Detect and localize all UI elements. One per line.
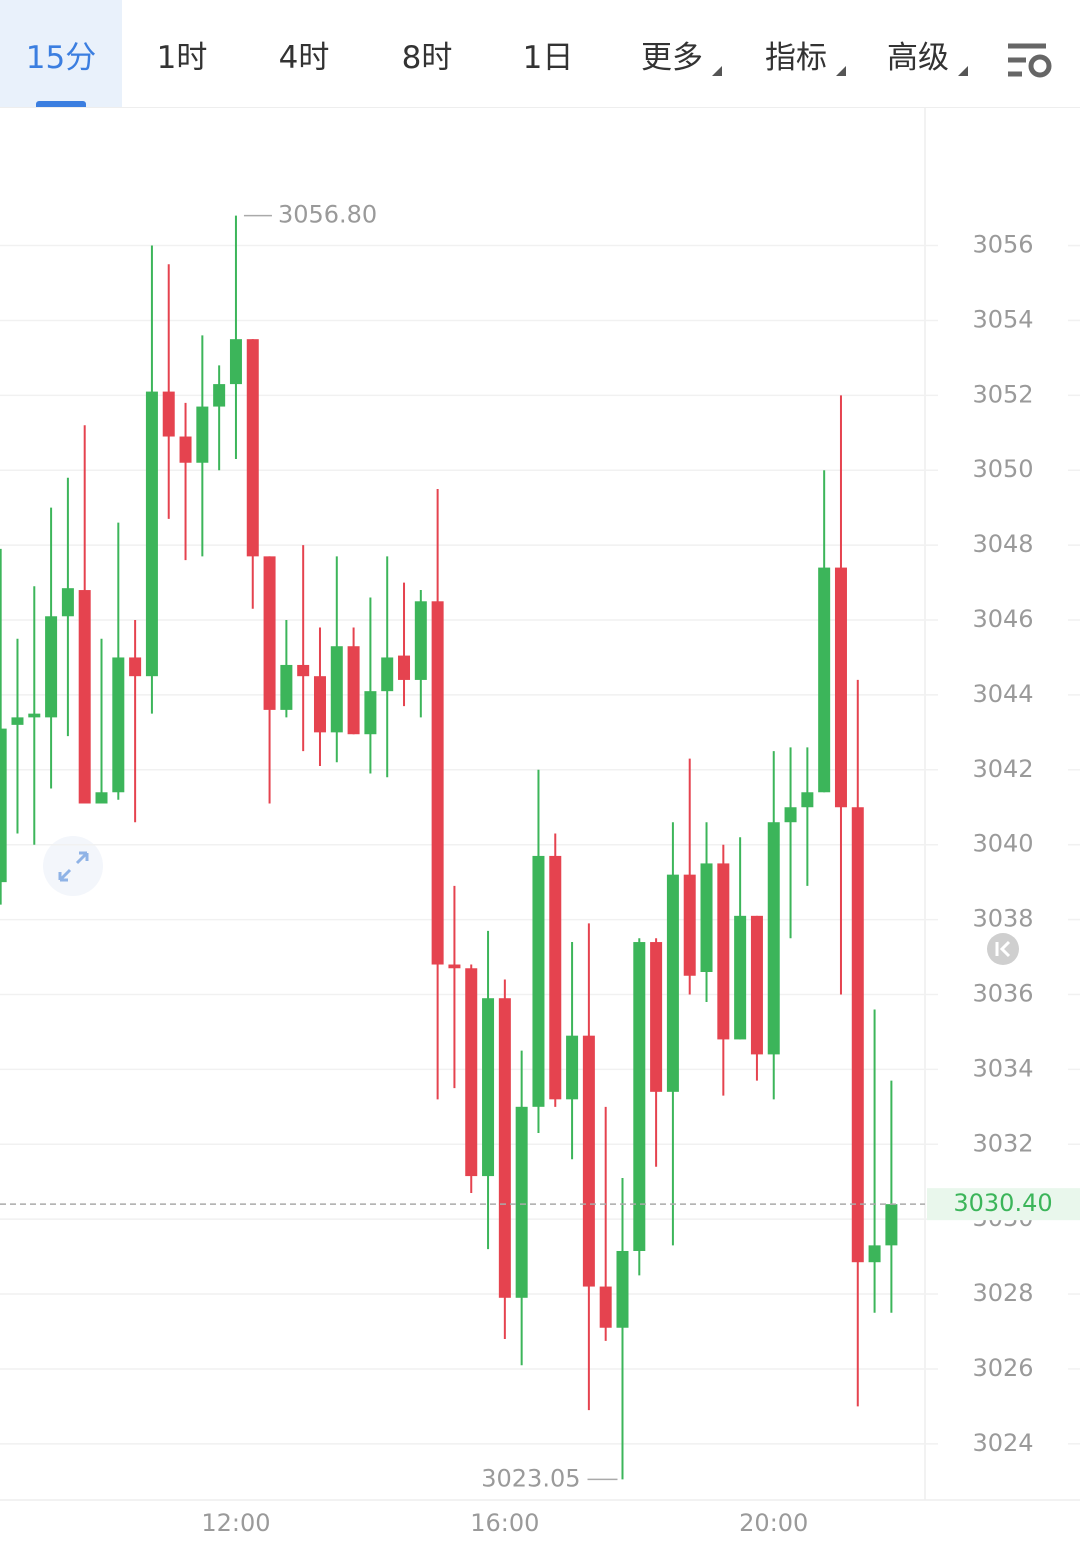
candle-body [179,436,192,463]
candle-body [515,1106,528,1298]
y-tick-label: 3024 [972,1429,1033,1457]
candle-body [263,556,276,710]
candle-body [818,567,831,793]
toolbar: 15分 1时 4时 8时 1日 更多 指标 高级 [0,0,1080,108]
candle-body [364,691,377,735]
y-tick-label: 3038 [972,905,1033,933]
candle-body [145,391,158,677]
max-marker-label: 3056.80 [278,201,377,229]
candle-body [11,717,24,725]
candle-body [0,728,7,883]
tab[interactable]: 15分 [0,0,122,107]
candle-body [196,406,209,463]
candle-body [717,863,730,1040]
expand-button[interactable] [43,836,103,896]
reset-button[interactable] [987,933,1019,965]
candle-body [465,968,478,1177]
candle-body [347,646,360,735]
candle-body [700,863,713,973]
last-price-label: 3030.40 [953,1189,1052,1217]
y-tick-label: 3046 [972,605,1033,633]
candle-body [633,942,646,1251]
candle-body [78,590,91,804]
candle-body [398,655,411,680]
x-tick-label: 16:00 [470,1509,539,1537]
tab[interactable]: 4时 [278,40,330,76]
candle-body [582,1035,595,1287]
y-tick-label: 3052 [972,380,1033,408]
min-marker-label: 3023.05 [481,1464,580,1492]
x-tick-label: 12:00 [201,1509,270,1537]
y-tick-label: 3032 [972,1129,1033,1157]
y-tick-label: 3026 [972,1354,1033,1382]
candle-body [734,915,747,1040]
candle-body [129,657,142,677]
y-tick-label: 3040 [972,830,1033,858]
candle-body [297,664,310,677]
candle-body [28,713,41,718]
tab[interactable]: 指标 [765,40,827,76]
y-tick-label: 3034 [972,1054,1033,1082]
candle-body [868,1245,881,1263]
candle-body [45,616,58,718]
plot [0,215,1080,1480]
dropdown-arrow [836,66,846,76]
y-tick-label: 3036 [972,979,1033,1007]
last-price-box [927,1188,1080,1221]
y-tick-label: 3028 [972,1279,1033,1307]
candle-body [498,998,511,1298]
candle-body [683,874,696,976]
y-tick-label: 3042 [972,755,1033,783]
candle-body [532,855,545,1107]
y-tick-label: 3044 [972,680,1033,708]
candle-body [599,1286,612,1328]
candle-body [229,339,242,385]
candle-body [162,391,175,437]
y-tick-label: 3050 [972,455,1033,483]
candle-body [213,384,226,407]
candle-body [851,807,864,1263]
candle-body [566,1035,579,1100]
candle-body [482,998,495,1177]
tab[interactable]: 8时 [401,40,453,76]
candle-body [95,792,108,804]
x-tick-label: 20:00 [739,1509,808,1537]
tab[interactable]: 1时 [156,40,208,76]
y-tick-label: 3054 [972,305,1033,333]
candle-body [313,676,326,733]
tab[interactable]: 高级 [887,40,949,76]
settings-icon[interactable] [1008,43,1052,78]
dropdown-arrow [712,66,722,76]
candle-body [834,567,847,808]
candle-body [381,657,394,692]
y-tick-label: 3048 [972,530,1033,558]
candle-body [750,915,763,1055]
candle-body [61,588,74,617]
candle-body [650,942,663,1092]
dropdown-arrow [958,66,968,76]
candle-body [549,855,562,1100]
candle-body [767,822,780,1055]
candle-body [280,664,293,710]
candle-body [330,646,343,733]
candle-body [616,1250,629,1328]
candle-body [112,657,125,793]
candle-body [448,964,461,969]
candle-body [801,792,814,808]
tab[interactable]: 1日 [522,40,574,76]
candle-body [666,874,679,1092]
tab[interactable]: 更多 [641,40,703,76]
candle-body [414,601,427,680]
candle-body [784,807,797,823]
y-tick-label: 3056 [972,231,1033,259]
candle-body [885,1204,898,1246]
toolbar-decor [712,43,1052,78]
candle-body [431,601,444,965]
candle-body [246,339,259,557]
